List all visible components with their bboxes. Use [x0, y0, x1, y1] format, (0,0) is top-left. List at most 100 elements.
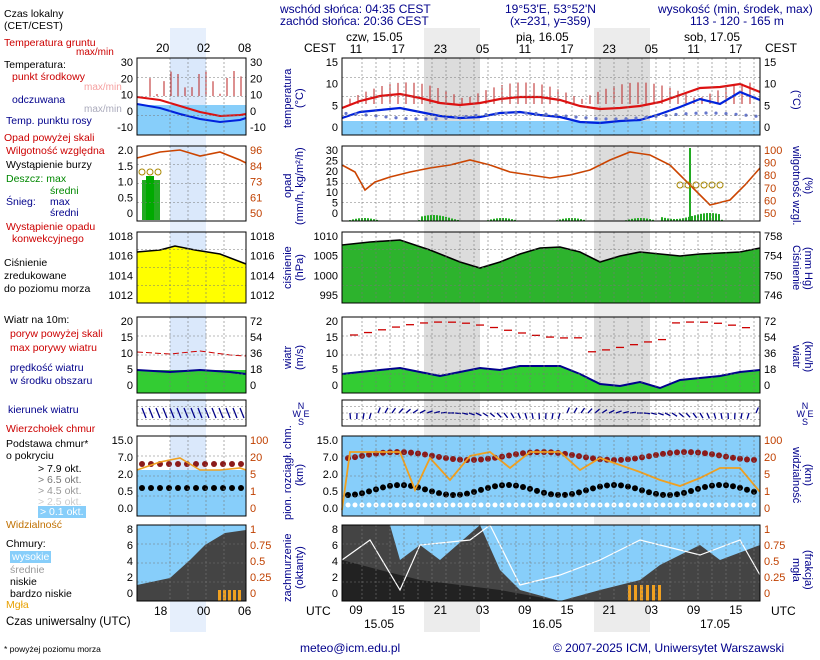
- tick-left: 8: [332, 524, 338, 536]
- small-tick-left: -10: [117, 122, 133, 134]
- tick-left: 25: [326, 156, 338, 168]
- small-tick-left: 15.0: [112, 435, 133, 447]
- precip-bar: [430, 215, 432, 221]
- precip-bar: [502, 218, 504, 221]
- humidity-line: [341, 151, 761, 206]
- temp-axis-label-right: (°C): [790, 90, 802, 110]
- dew-point-dot: [604, 117, 608, 121]
- wind-arrow: [426, 410, 433, 414]
- small-panel-frame-wind: [136, 316, 247, 394]
- tick-left: 15: [326, 57, 338, 69]
- elevation-values: 113 - 120 - 165 m: [690, 14, 784, 28]
- wind-arrow: [699, 412, 704, 419]
- small-tick-right: 30: [250, 57, 262, 69]
- pressure-axis-label-right: (mm Hg) Ciśnienie: [790, 245, 814, 291]
- dew-point-dot: [734, 112, 738, 116]
- cloud-top-dot: [471, 456, 477, 463]
- small-tick-right: 54: [250, 332, 262, 344]
- small-tick-right: 0: [250, 588, 256, 600]
- tick-right: 5: [764, 469, 770, 481]
- hour-bottom: 15: [729, 603, 743, 617]
- cloud-base-dot: [485, 484, 491, 491]
- tick-left: 10: [326, 79, 338, 91]
- small-tick-right: 72: [250, 316, 262, 328]
- hour-top: 11: [687, 42, 700, 56]
- day-label-1: czw, 15.05: [346, 30, 403, 44]
- small-cloud-base-dot: [229, 485, 235, 491]
- small-wind-arrow: [197, 407, 203, 419]
- legend-max-min: max/min: [84, 82, 122, 93]
- cloud-base-dot: [394, 482, 400, 489]
- cloud-top-dot: [506, 452, 512, 459]
- tick-right: 60: [764, 195, 776, 207]
- small-tick-right: 5: [250, 469, 256, 481]
- cloud-base-dot: [429, 488, 435, 495]
- dew-point-dot: [494, 112, 498, 116]
- legend-precip-above: Opad powyżej skali: [4, 132, 95, 144]
- dew-point-dot: [434, 117, 438, 121]
- wind-speed-area: [342, 366, 760, 393]
- wind-arrow: [405, 408, 411, 414]
- temp-midpoint-line: [341, 82, 761, 111]
- tick-left: 15.0: [317, 435, 338, 447]
- wind-arrow: [740, 412, 743, 420]
- cloud-base-dot: [478, 486, 484, 493]
- small-cloud-base-dot: [220, 485, 226, 491]
- legend-storm: Wystąpienie burzy: [6, 159, 92, 171]
- small-cloud-top-dot: [211, 461, 217, 467]
- utc-label-left: UTC: [306, 604, 331, 618]
- precip-bar: [496, 218, 498, 221]
- fog-bar: [646, 585, 649, 601]
- wind-arrow: [524, 412, 528, 419]
- fog-bar: [640, 585, 643, 601]
- legend-averaged: odczuwana: [12, 94, 66, 106]
- legend-very-low: bardzo niskie: [10, 588, 72, 600]
- storm-marker: [692, 181, 700, 189]
- cloud-base-dot: [471, 488, 477, 495]
- small-panel-frame-dir: [136, 399, 247, 427]
- legend-local-time: Czas lokalny: [4, 8, 64, 20]
- small-fog-bar: [218, 590, 221, 601]
- temp-zero-band: [342, 121, 760, 135]
- hour-bottom: 21: [434, 603, 448, 617]
- small-tick-right: 0.75: [250, 540, 271, 552]
- wind-arrow: [657, 412, 664, 416]
- email-link[interactable]: meteo@icm.edu.pl: [300, 641, 401, 655]
- wind-arrow: [475, 412, 482, 417]
- grid-text: (x=231, y=359): [510, 14, 591, 28]
- small-tick-left: 4: [127, 556, 133, 568]
- tick-right: 5: [764, 100, 770, 112]
- cloud-base-dot: [352, 491, 358, 498]
- precip-bar: [631, 218, 633, 221]
- small-tick-left: 1016: [109, 251, 133, 263]
- legend-wind-speed: prędkość wiatru: [10, 362, 84, 374]
- small-cloud-top-dot: [220, 461, 226, 467]
- precip-bar: [676, 218, 678, 221]
- cloud-base-dot: [422, 486, 428, 493]
- precip-bar: [664, 217, 666, 221]
- tick-left: 0: [332, 208, 338, 220]
- cloud-base-dot: [492, 483, 498, 490]
- legend-local-time-sub: (CET/CEST): [4, 20, 63, 32]
- tick-left: 15: [326, 332, 338, 344]
- small-tick-left: 5: [127, 364, 133, 376]
- cloud-low-dot: [562, 502, 568, 508]
- cloud-top-dot: [478, 456, 484, 463]
- cloud-base-dot: [576, 489, 582, 496]
- date-bottom-2: 16.05: [532, 617, 563, 631]
- hour-top: 11: [350, 42, 363, 56]
- tick-right: 20: [764, 452, 776, 464]
- small-tick-right: 10: [250, 90, 262, 102]
- small-pressure-area: [137, 246, 246, 303]
- cloud-low-dot: [660, 502, 666, 508]
- small-bottom-1: 18: [154, 604, 168, 618]
- cloud-top-dot: [590, 455, 596, 462]
- small-tick-left: 20: [121, 316, 133, 328]
- panel-frame-cover: [341, 524, 761, 602]
- legend-rain: Deszcz: max: [6, 173, 67, 185]
- small-tick-right: 0: [250, 380, 256, 392]
- precip-bar: [700, 213, 702, 221]
- precip-bar: [637, 218, 639, 221]
- tick-right: 0: [764, 380, 770, 392]
- visibility-line: [341, 451, 761, 511]
